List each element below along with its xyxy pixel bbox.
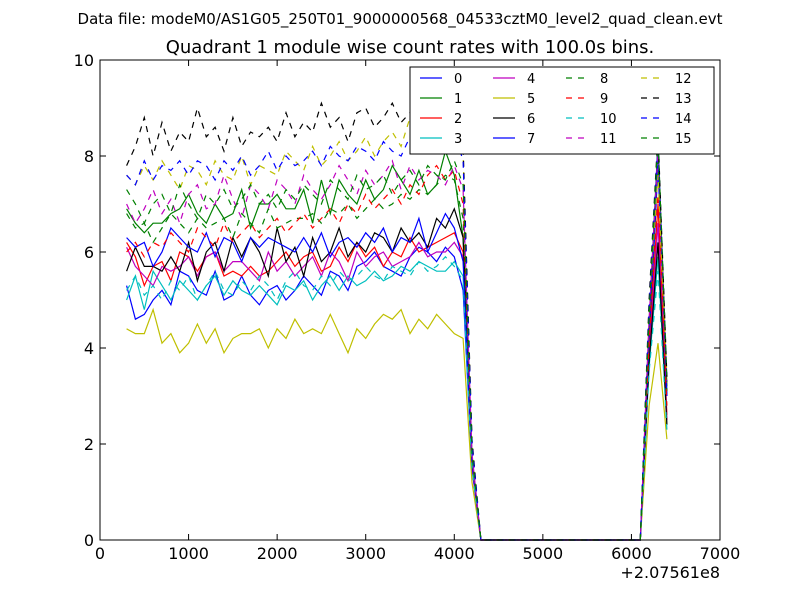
legend-label-14: 14 bbox=[675, 112, 692, 127]
legend-label-15: 15 bbox=[675, 132, 692, 147]
y-tick-label: 4 bbox=[84, 339, 94, 358]
x-tick-label: 4000 bbox=[434, 544, 475, 563]
legend-label-1: 1 bbox=[454, 92, 462, 107]
legend-label-0: 0 bbox=[454, 72, 462, 87]
legend-label-12: 12 bbox=[675, 72, 692, 87]
legend-label-9: 9 bbox=[600, 92, 608, 107]
axes-frame bbox=[99, 59, 721, 541]
legend-label-6: 6 bbox=[527, 112, 535, 127]
legend-label-4: 4 bbox=[527, 72, 535, 87]
y-tick-label: 0 bbox=[84, 531, 94, 550]
legend-label-11: 11 bbox=[600, 132, 617, 147]
x-tick-label: 3000 bbox=[345, 544, 386, 563]
x-tick-label: 1000 bbox=[168, 544, 209, 563]
y-tick-label: 2 bbox=[84, 435, 94, 454]
x-tick-label: 2000 bbox=[257, 544, 298, 563]
y-tick-label: 8 bbox=[84, 147, 94, 166]
legend-box bbox=[409, 66, 715, 155]
y-tick-label: 6 bbox=[84, 243, 94, 262]
series-line-13 bbox=[126, 101, 668, 541]
x-tick-label: 0 bbox=[95, 544, 105, 563]
suptitle: Data file: modeM0/AS1G05_250T01_90000005… bbox=[78, 10, 723, 29]
chart-title: Quadrant 1 module wise count rates with … bbox=[166, 37, 655, 58]
legend-label-5: 5 bbox=[527, 92, 535, 107]
x-offset-label: +2.07561e8 bbox=[620, 563, 720, 582]
legend-label-13: 13 bbox=[675, 92, 692, 107]
legend-label-10: 10 bbox=[600, 112, 617, 127]
x-tick-label: 7000 bbox=[700, 544, 741, 563]
legend-label-2: 2 bbox=[454, 112, 462, 127]
legend-label-7: 7 bbox=[527, 132, 535, 147]
legend-label-3: 3 bbox=[454, 132, 462, 147]
x-tick-label: 6000 bbox=[611, 544, 652, 563]
y-tick-label: 10 bbox=[74, 51, 94, 70]
x-tick-label: 5000 bbox=[522, 544, 563, 563]
legend-label-8: 8 bbox=[600, 72, 608, 87]
series-line-15 bbox=[126, 136, 668, 541]
